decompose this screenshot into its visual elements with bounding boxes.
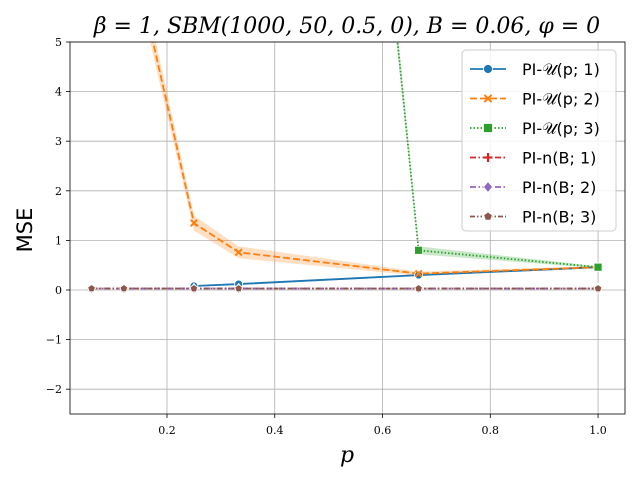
legend-label: PI-n(B; 1) [522, 149, 596, 168]
marker-diamond [482, 180, 494, 194]
marker-x [234, 248, 243, 257]
marker-x [483, 94, 493, 103]
legend-item-1: PI-𝒰(p; 2) [470, 90, 600, 109]
marker-square [414, 245, 424, 255]
x-tick-label: 0.8 [482, 424, 500, 437]
y-tick-label: 0 [55, 284, 62, 297]
y-axis-label: MSE [13, 208, 37, 253]
marker-x [190, 219, 198, 227]
y-tick-label: 3 [55, 135, 62, 148]
y-tick-label: 4 [55, 86, 62, 99]
x-axis-ticks: 0.2 0.4 0.6 0.8 1.0 [158, 414, 607, 437]
y-tick-label: 5 [55, 36, 62, 49]
legend-label: PI-n(B; 2) [522, 178, 596, 197]
x-axis-label: p [340, 443, 354, 468]
legend-item-2: PI-𝒰(p; 3) [470, 119, 600, 138]
marker-pentagon [189, 284, 199, 293]
marker-stroke [234, 248, 243, 257]
y-tick-label: −2 [46, 383, 62, 396]
marker-x [414, 269, 423, 278]
plot-frame [69, 41, 626, 415]
chart-title: β = 1, SBM(1000, 50, 0.5, 0), B = 0.06, … [93, 14, 600, 39]
legend-label: PI-𝒰(p; 1) [522, 60, 600, 79]
legend-item-4: PI-n(B; 2) [470, 178, 596, 197]
marker-pentagon [87, 284, 96, 293]
x-tick-label: 1.0 [589, 424, 607, 437]
y-tick-label: 1 [55, 234, 62, 247]
marker-stroke [414, 269, 423, 278]
series-markers [87, 219, 603, 295]
marker-plus [483, 153, 493, 162]
x-tick-label: 0.6 [374, 424, 392, 437]
marker-circle [483, 64, 493, 74]
x-tick-label: 0.2 [158, 424, 176, 437]
legend-item-3: PI-n(B; 1) [470, 149, 596, 168]
marker-pentagon [414, 284, 423, 293]
legend-item-0: PI-𝒰(p; 1) [470, 60, 600, 79]
marker-stroke [483, 94, 493, 103]
y-tick-label: −1 [46, 334, 62, 347]
x-tick-label: 0.4 [266, 424, 284, 437]
marker-pentagon [119, 284, 129, 293]
legend-item-5: PI-n(B; 3) [470, 208, 596, 227]
legend: PI-𝒰(p; 1) PI-𝒰(p; 2) PI-𝒰(p; 3) PI-n(B; 1)… [461, 49, 617, 232]
marker-pentagon [234, 284, 243, 293]
legend-label: PI-𝒰(p; 2) [522, 90, 600, 109]
y-tick-label: 2 [55, 185, 62, 198]
legend-label: PI-n(B; 3) [522, 208, 596, 227]
legend-box [461, 49, 617, 232]
y-axis-ticks: 5 4 3 2 1 0 −1 −2 [46, 36, 70, 396]
marker-stroke [190, 219, 198, 227]
marker-circle [414, 270, 424, 280]
legend-label: PI-𝒰(p; 3) [522, 119, 600, 138]
marker-square [483, 123, 493, 133]
marker-pentagon [593, 284, 603, 293]
marker-pentagon [483, 211, 493, 221]
marker-square [593, 262, 603, 272]
